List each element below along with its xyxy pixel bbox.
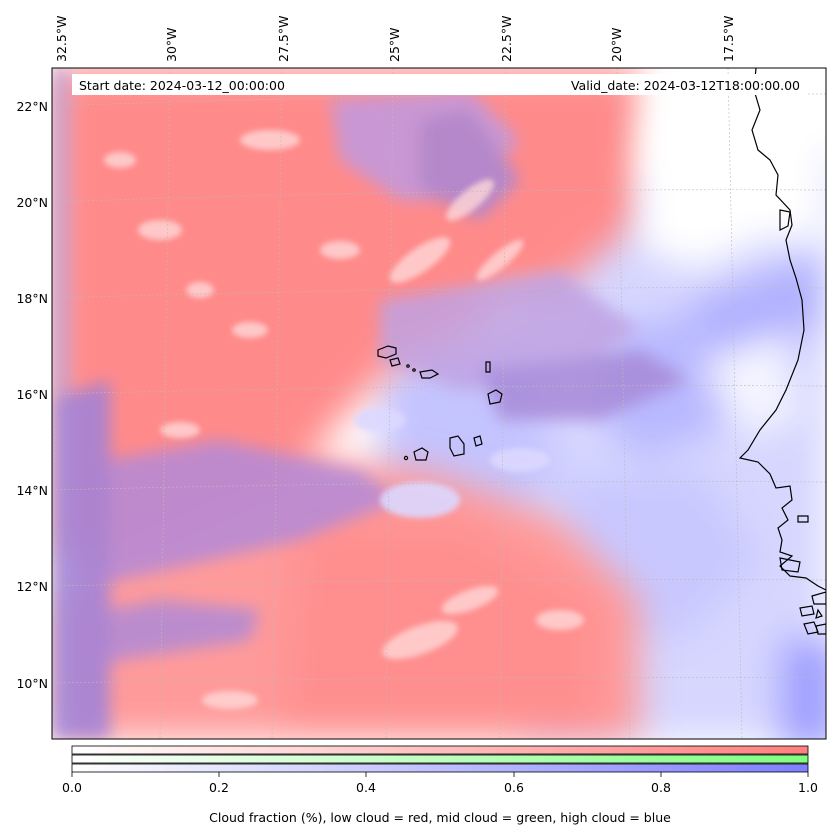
lon-label: 30°W — [164, 27, 179, 62]
colorbar-mid-cloud — [71, 754, 809, 764]
lat-label: 14°N — [16, 483, 48, 498]
colorbar-high-cloud — [71, 763, 809, 773]
longitude-labels: 32.5°W 30°W 27.5°W 25°W 22.5°W 20°W 17.5… — [54, 16, 736, 62]
start-date-label: Start date: 2024-03-12_00:00:00 — [79, 78, 285, 93]
map-frame — [51, 67, 827, 740]
cape-verde-islands — [377, 345, 503, 461]
colorbar-tick-label: 0.4 — [356, 780, 376, 795]
colorbar-low-cloud — [71, 745, 809, 755]
lat-label: 18°N — [16, 291, 48, 306]
cloud-fraction-field: Start date: 2024-03-12_00:00:00 Valid_da… — [52, 68, 826, 739]
lon-label: 27.5°W — [276, 16, 291, 62]
lat-label: 12°N — [16, 579, 48, 594]
lon-label: 32.5°W — [54, 16, 69, 62]
lon-label: 20°W — [609, 27, 624, 62]
colorbar-tick-label: 0.2 — [209, 780, 229, 795]
colorbar-tick-label: 1.0 — [798, 780, 818, 795]
colorbar-title: Cloud fraction (%), low cloud = red, mid… — [209, 810, 671, 825]
coastline — [738, 68, 826, 635]
colorbar: 0.0 0.2 0.4 0.6 0.8 1.0 Cloud fraction (… — [62, 745, 818, 825]
lon-label: 17.5°W — [721, 16, 736, 62]
header-box — [72, 74, 806, 95]
lat-label: 10°N — [16, 676, 48, 691]
lat-label: 16°N — [16, 387, 48, 402]
lat-label: 22°N — [16, 99, 48, 114]
lon-label: 25°W — [387, 27, 402, 62]
valid-date-label: Valid_date: 2024-03-12T18:00:00.00 — [571, 78, 800, 93]
latitude-labels: 22°N 20°N 18°N 16°N 14°N 12°N 10°N — [16, 99, 48, 691]
colorbar-tick-label: 0.8 — [651, 780, 671, 795]
lat-label: 20°N — [16, 195, 48, 210]
colorbar-tick-label: 0.0 — [62, 780, 82, 795]
lon-label: 22.5°W — [499, 16, 514, 62]
colorbar-tick-label: 0.6 — [504, 780, 524, 795]
